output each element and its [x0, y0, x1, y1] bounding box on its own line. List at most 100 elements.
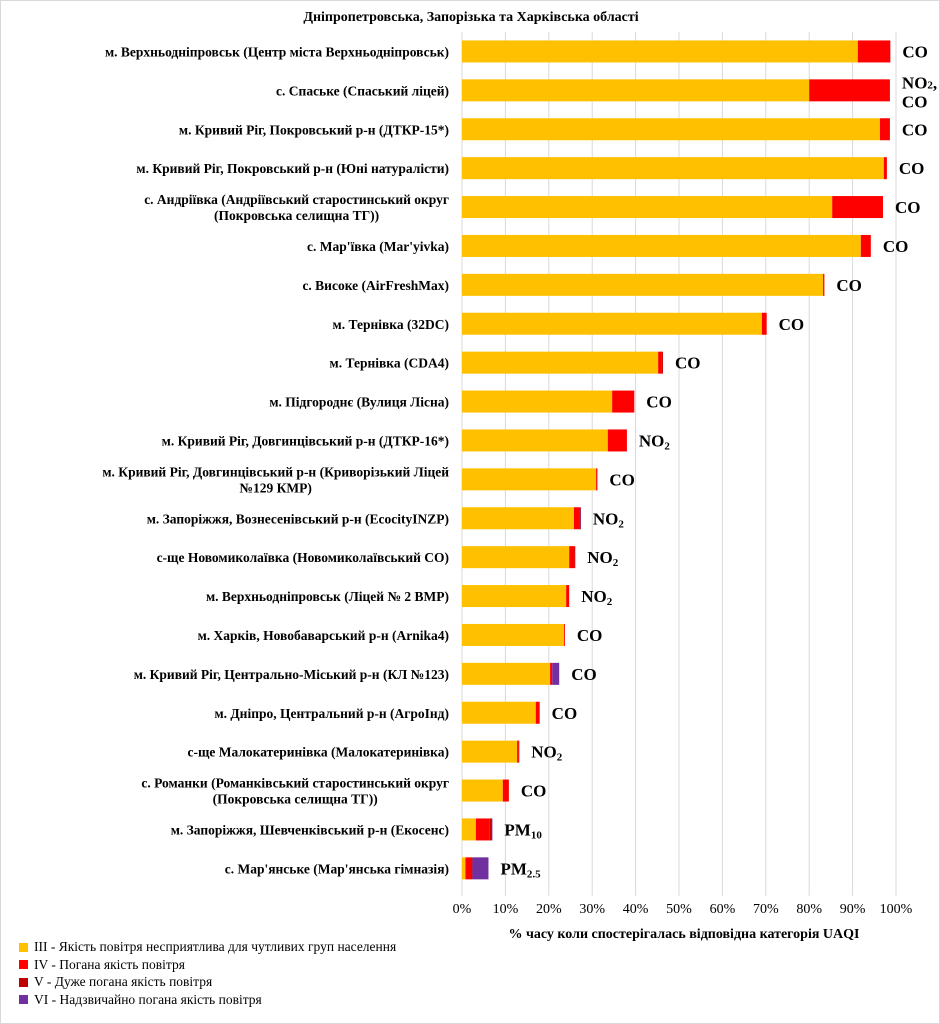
bar-segment-4 [475, 818, 490, 841]
bar-segment-3 [462, 818, 476, 841]
bar-segment-3 [462, 157, 884, 180]
category-label: м. Дніпро, Центральний р-н (АгроІнд) [214, 706, 449, 721]
category-label: м. Верхньодніпровськ (Ліцей № 2 ВМР) [206, 589, 449, 604]
pollutant-label: CO [609, 470, 635, 489]
legend-item: III - Якість повітря несприятлива для чу… [19, 939, 396, 955]
bar-segment-4 [550, 662, 553, 685]
bar-segment-5 [579, 507, 581, 530]
bar-segment-3 [462, 312, 762, 335]
pollutant-label: PM2.5 [500, 859, 541, 880]
bar-segment-3 [462, 623, 564, 646]
category-label: с. Спаське (Спаський ліцей) [276, 83, 449, 98]
x-tick-label: 80% [796, 902, 822, 917]
x-tick-label: 30% [579, 902, 605, 917]
category-label: с. Високе (AirFreshMax) [302, 278, 449, 293]
bar-segment-3 [462, 779, 503, 802]
bar-segment-3 [462, 79, 810, 102]
category-label: м. Запоріжжя, Шевченківський р-н (Екосен… [171, 822, 449, 837]
bar-segment-4 [569, 546, 575, 569]
bar-segment-3 [462, 351, 659, 374]
x-tick-label: 70% [753, 902, 779, 917]
legend-swatch [19, 977, 28, 987]
pollutant-label: CO [521, 782, 547, 801]
category-label: м. Харків, Новобаварський р-н (Arnika4) [198, 628, 449, 643]
pollutant-label: CO [646, 393, 672, 412]
pollutant-label: CO [899, 159, 925, 178]
x-tick-label: 90% [840, 902, 866, 917]
pollutant-label: CO [675, 354, 701, 373]
pollutant-label: NO2 [531, 743, 563, 764]
bar-segment-3 [462, 468, 597, 491]
legend-label: VI - Надзвичайно погана якість повітря [34, 991, 262, 1007]
bar-segment-4 [809, 79, 890, 102]
category-label: м. Тернівка (32DC) [333, 317, 449, 332]
category-label: м. Тернівка (CDA4) [330, 356, 449, 371]
bar-segment-3 [462, 857, 466, 880]
category-label: м. Запоріжжя, Вознесенівський р-н (Ecoci… [147, 511, 449, 526]
bar-segment-3 [462, 273, 824, 296]
bar-segment-3 [462, 234, 861, 257]
bar-segment-4 [596, 468, 598, 491]
bar-segment-5 [574, 546, 576, 569]
category-label: с. Мар'ївка (Mar'yivka) [307, 239, 449, 254]
legend-label: III - Якість повітря несприятлива для чу… [34, 939, 397, 954]
legend-swatch [19, 995, 28, 1004]
bar-segment-6 [552, 662, 560, 685]
legend-item: V - Дуже погана якість повітря [19, 974, 212, 990]
category-label: м. Кривий Ріг, Довгинцівський р-н (Криво… [102, 464, 449, 495]
pollutant-label: NO2, CO [902, 73, 937, 111]
bar-segment-4 [573, 507, 580, 530]
bar-segment-4 [883, 157, 887, 180]
bar-segment-3 [462, 585, 567, 608]
bar-segment-3 [462, 429, 608, 452]
legend-label: IV - Погана якість повітря [34, 956, 185, 972]
x-tick-label: 10% [493, 902, 519, 917]
bar-segment-4 [563, 623, 565, 646]
bar-segment-4 [857, 40, 891, 63]
category-label: м. Кривий Ріг, Центрально-Міський р-н (К… [134, 667, 449, 682]
bar-segment-3 [462, 40, 858, 63]
bar-segment-4 [607, 429, 627, 452]
legend-swatch [19, 960, 28, 969]
x-tick-label: 20% [536, 902, 562, 917]
pollutant-label: NO2 [593, 509, 625, 530]
bar-segment-4 [535, 701, 540, 724]
bar-segment-3 [462, 118, 880, 141]
category-label: с-ще Новомиколаївка (Новомиколаївський С… [157, 550, 449, 565]
pollutant-label: CO [902, 42, 928, 61]
bar-segment-4 [879, 118, 890, 141]
bar-segment-3 [462, 196, 833, 219]
category-label: с. Мар'янське (Мар'янська гімназія) [225, 861, 449, 876]
category-label: с-ще Малокатеринівка (Малокатеринівка) [187, 745, 449, 760]
category-label: м. Верхньодніпровськ (Центр міста Верхнь… [105, 44, 449, 59]
bar-segment-5 [661, 351, 663, 374]
x-tick-label: 50% [666, 902, 692, 917]
category-label: с. Андріївка (Андріївський старостинськи… [144, 192, 449, 223]
pollutant-label: CO [571, 665, 597, 684]
category-label: м. Підгороднє (Вулиця Лісна) [269, 395, 449, 410]
pollutant-label: NO2 [639, 431, 671, 452]
bar-segment-3 [462, 701, 536, 724]
bar-segment-4 [832, 196, 883, 219]
bar-segment-4 [612, 390, 635, 413]
pollutant-label: PM10 [504, 820, 542, 841]
pollutant-label: CO [779, 315, 805, 334]
bar-segment-4 [761, 312, 767, 335]
bar-segment-4 [465, 857, 472, 880]
bar-segment-3 [462, 390, 613, 413]
bar-segment-3 [462, 546, 570, 569]
pollutant-label: NO2 [587, 548, 619, 569]
bar-segment-4 [517, 740, 519, 763]
category-label: с. Романки (Романківський старостинський… [141, 776, 449, 807]
x-axis-label: % часу коли спостерігалась відповідна ка… [508, 927, 859, 941]
bar-segment-4 [566, 585, 570, 608]
pollutant-label: CO [883, 237, 909, 256]
category-label: м. Кривий Ріг, Покровський р-н (ДТКР-15*… [179, 122, 449, 137]
bar-segment-5 [489, 818, 492, 841]
bar-segment-6 [472, 857, 489, 880]
pollutant-label: CO [902, 120, 928, 139]
legend-label: V - Дуже погана якість повітря [34, 974, 213, 989]
x-tick-label: 0% [453, 902, 472, 917]
pollutant-label: CO [895, 198, 921, 217]
chart-title: Дніпропетровська, Запорізька та Харківсь… [303, 10, 639, 25]
